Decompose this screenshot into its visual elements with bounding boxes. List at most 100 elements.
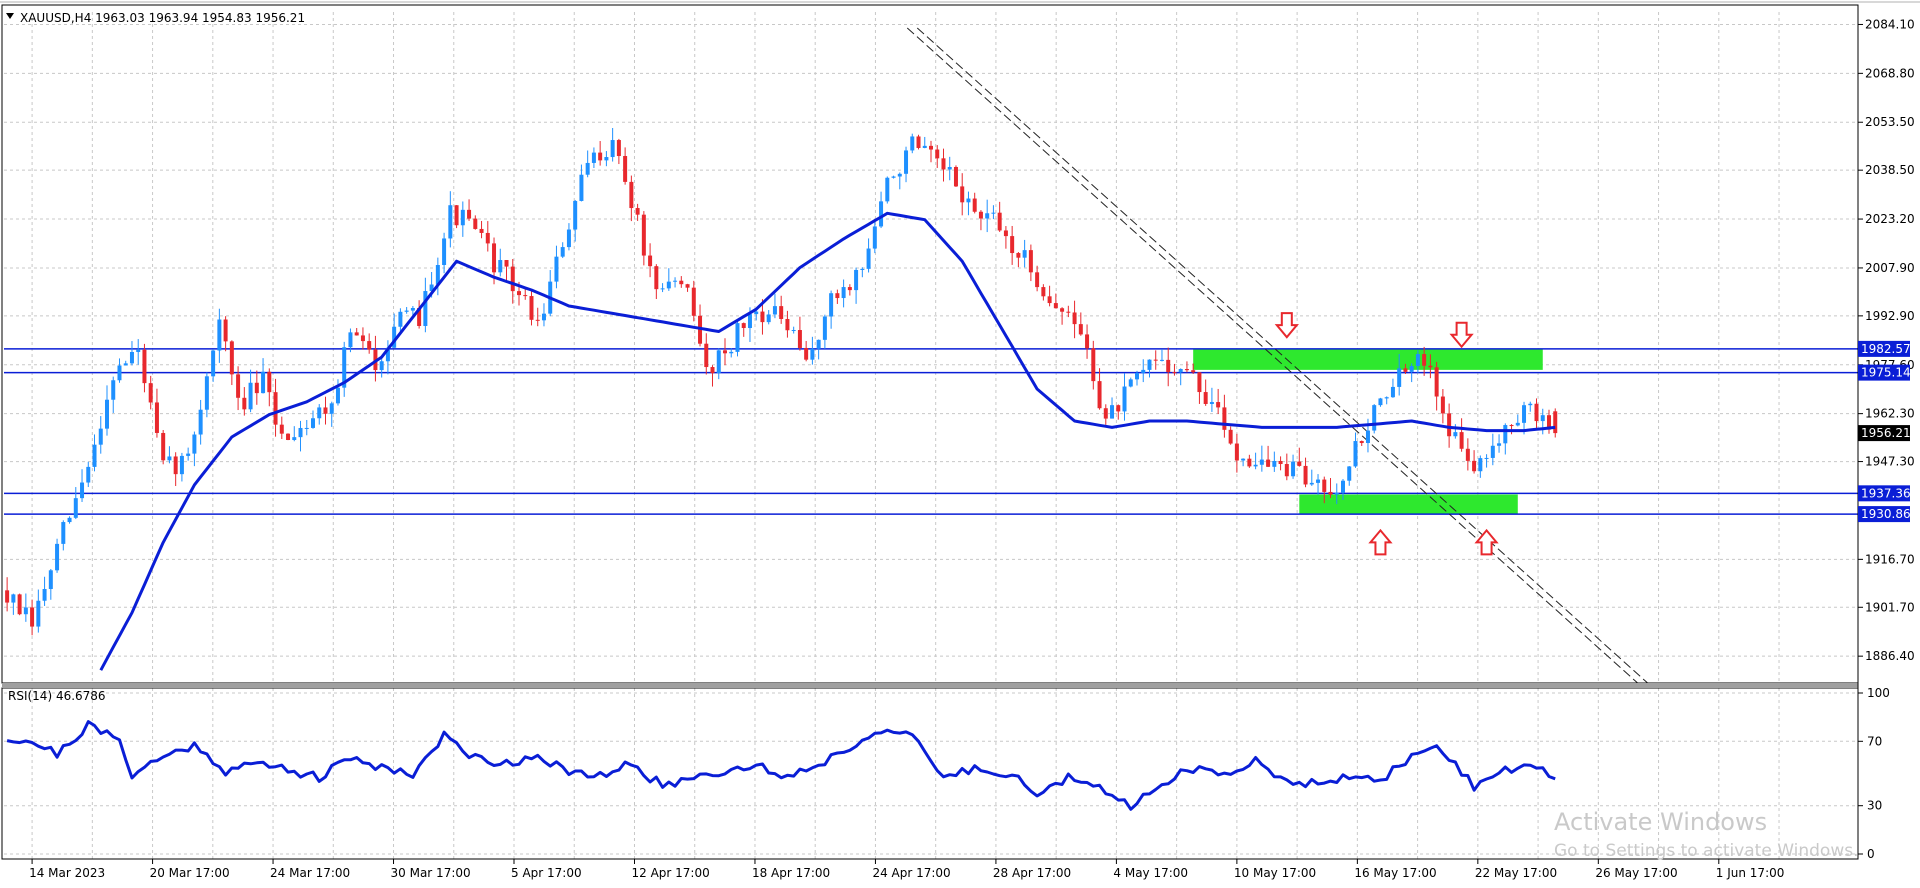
candle-body bbox=[804, 347, 809, 360]
candle-body bbox=[654, 266, 659, 290]
candle-body bbox=[1365, 430, 1370, 444]
time-tick-label: 1 Jun 17:00 bbox=[1716, 866, 1785, 880]
price-tick-label: 1947.30 bbox=[1865, 455, 1915, 469]
rsi-tick-label: 30 bbox=[1867, 799, 1882, 813]
candle-body bbox=[1553, 411, 1558, 434]
price-tick-label: 2084.10 bbox=[1865, 17, 1915, 31]
candle-body bbox=[1472, 460, 1477, 472]
candle-body bbox=[922, 145, 927, 148]
candle-layer bbox=[5, 127, 1558, 636]
candle-body bbox=[1085, 334, 1090, 349]
candle-body bbox=[591, 152, 596, 163]
candle-body bbox=[829, 293, 834, 317]
axis-layer: 2084.10 2068.80 2053.50 2038.50 2023.20 2007.… bbox=[29, 5, 1915, 880]
candle-body bbox=[1091, 348, 1096, 382]
candle-body bbox=[23, 607, 28, 615]
candle-body bbox=[1341, 480, 1345, 493]
candle-body bbox=[286, 433, 291, 440]
trendline-1[interactable] bbox=[916, 27, 1648, 684]
candle-body bbox=[1184, 369, 1189, 371]
candle-body bbox=[766, 314, 771, 323]
candle-body bbox=[1397, 368, 1402, 387]
candle-body bbox=[978, 211, 983, 219]
time-tick-label: 12 Apr 17:00 bbox=[631, 866, 709, 880]
candle-body bbox=[822, 316, 827, 340]
price-tick-label: 2007.90 bbox=[1865, 261, 1915, 275]
candle-body bbox=[1534, 403, 1539, 422]
time-tick-label: 4 May 17:00 bbox=[1113, 866, 1188, 880]
candle-body bbox=[92, 444, 97, 467]
candle-body bbox=[1309, 482, 1314, 485]
candle-body bbox=[635, 208, 640, 215]
candle-body bbox=[385, 347, 390, 362]
candle-body bbox=[1234, 443, 1239, 461]
candle-body bbox=[517, 291, 521, 296]
level-price-box-2 bbox=[1858, 485, 1910, 502]
candle-body bbox=[847, 287, 852, 291]
candle-body bbox=[710, 367, 715, 374]
candle-body bbox=[204, 376, 209, 410]
candle-body bbox=[941, 158, 946, 170]
candle-body bbox=[916, 136, 921, 148]
price-tick-label: 1916.70 bbox=[1865, 552, 1915, 566]
pane-separator[interactable] bbox=[2, 683, 1858, 688]
candle-body bbox=[1434, 367, 1439, 397]
candle-body bbox=[392, 326, 397, 348]
candle-body bbox=[929, 145, 933, 150]
candle-body bbox=[161, 432, 166, 461]
trendline-0[interactable] bbox=[906, 27, 1638, 684]
candle-body bbox=[1247, 458, 1252, 467]
rsi-line bbox=[6, 720, 1556, 811]
rsi-tick-label: 100 bbox=[1867, 686, 1890, 700]
price-tick-label: 1992.90 bbox=[1865, 309, 1915, 323]
candle-body bbox=[1072, 312, 1077, 325]
candle-body bbox=[879, 201, 884, 227]
candle-body bbox=[67, 517, 72, 523]
candle-body bbox=[985, 213, 990, 219]
candle-body bbox=[566, 229, 571, 248]
level-price-label-3: 1930.86 bbox=[1861, 507, 1911, 521]
candle-body bbox=[504, 260, 509, 267]
time-tick-label: 26 May 17:00 bbox=[1595, 866, 1677, 880]
candle-body bbox=[1259, 459, 1264, 465]
candle-body bbox=[492, 243, 497, 273]
arrow-down-icon bbox=[1274, 312, 1299, 339]
zone-box-0 bbox=[1193, 349, 1543, 370]
time-tick-label: 16 May 17:00 bbox=[1354, 866, 1436, 880]
candle-body bbox=[573, 200, 578, 230]
candle-body bbox=[192, 434, 197, 454]
candle-body bbox=[1191, 370, 1196, 373]
candle-body bbox=[360, 335, 365, 342]
watermark-line1: Activate Windows bbox=[1554, 808, 1767, 836]
price-tick-label: 1886.40 bbox=[1865, 649, 1915, 663]
candle-body bbox=[1509, 425, 1514, 427]
candle-body bbox=[148, 383, 153, 403]
candle-body bbox=[467, 209, 472, 219]
candle-body bbox=[1353, 441, 1358, 467]
price-tick-label: 2038.50 bbox=[1865, 163, 1915, 177]
candle-body bbox=[379, 361, 384, 371]
candle-body bbox=[854, 269, 859, 291]
time-tick-label: 28 Apr 17:00 bbox=[993, 866, 1071, 880]
candle-body bbox=[891, 176, 896, 178]
candle-body bbox=[1415, 354, 1420, 366]
candle-body bbox=[1316, 479, 1321, 483]
ma-layer bbox=[99, 211, 1556, 671]
candle-body bbox=[1035, 272, 1040, 288]
candle-body bbox=[1066, 311, 1071, 313]
header-collapse-icon[interactable] bbox=[6, 13, 14, 19]
candle-body bbox=[1041, 287, 1046, 297]
candle-body bbox=[1284, 464, 1289, 477]
candle-body bbox=[1103, 408, 1108, 419]
candle-body bbox=[510, 266, 515, 292]
candle-body bbox=[910, 136, 915, 151]
candle-body bbox=[267, 371, 272, 393]
candle-body bbox=[704, 343, 709, 368]
candle-body bbox=[98, 428, 103, 445]
candle-body bbox=[429, 284, 434, 292]
candle-body bbox=[1347, 466, 1352, 481]
candle-body bbox=[186, 453, 191, 456]
level-price-label-1: 1975.14 bbox=[1861, 366, 1911, 380]
candle-body bbox=[1253, 464, 1258, 467]
